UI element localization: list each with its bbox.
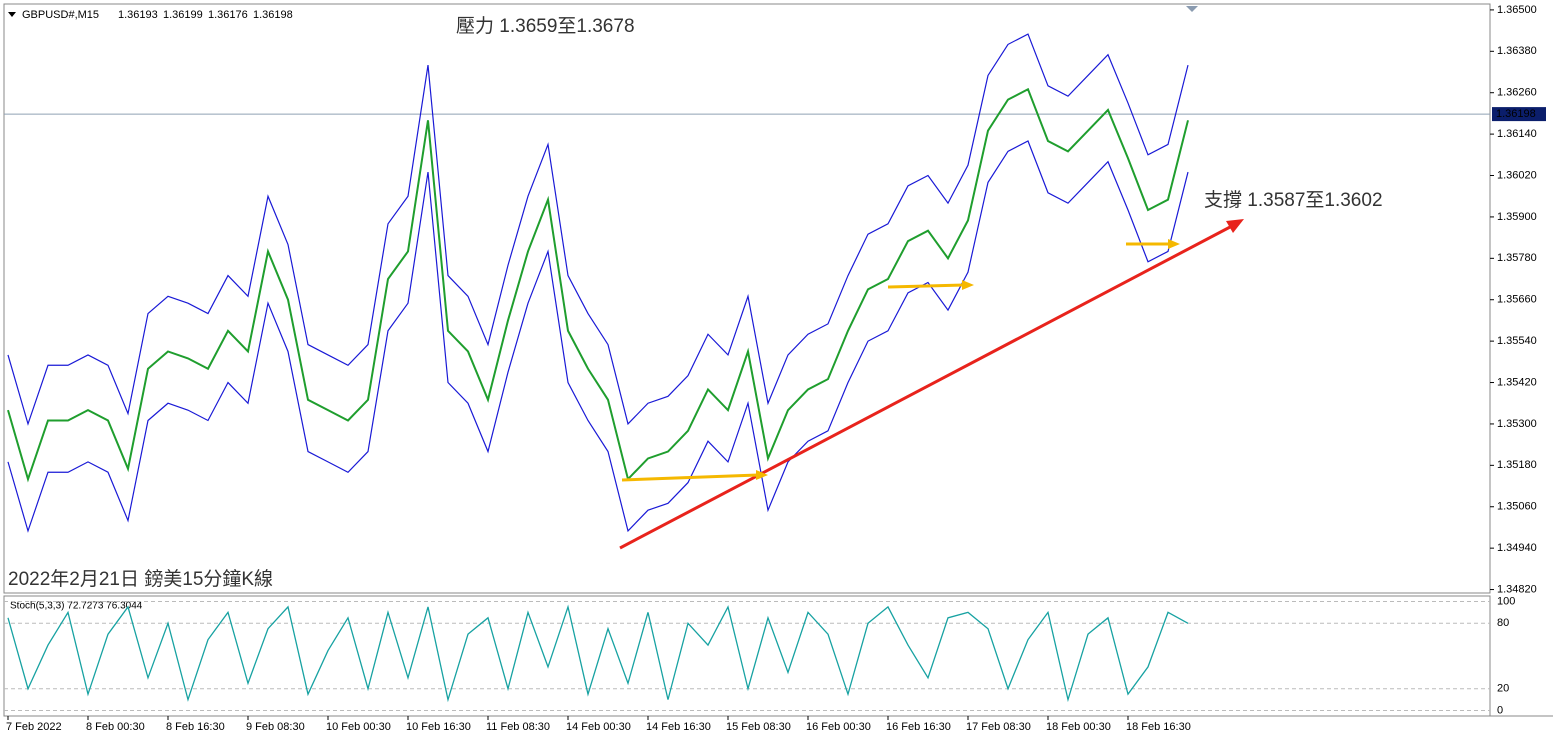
current-price-label: 1.36198 (1496, 108, 1536, 120)
x-tick-label: 15 Feb 08:30 (726, 721, 791, 733)
price-line (7, 87, 1189, 483)
close: 1.36198 (253, 9, 293, 21)
trend-line (619, 224, 1233, 550)
y-tick-label: 1.35060 (1497, 501, 1537, 513)
y-tick-label: 1.35660 (1497, 294, 1537, 306)
y-tick-label: 1.34820 (1497, 583, 1537, 595)
x-tick-label: 10 Feb 16:30 (406, 721, 471, 733)
y-tick-label: 1.35300 (1497, 418, 1537, 430)
y-tick-label: 1.34940 (1497, 542, 1537, 554)
x-tick-label: 9 Feb 08:30 (246, 721, 305, 733)
stoch-label: Stoch(5,3,3) 72.7273 76.3044 (10, 601, 143, 612)
x-tick-label: 14 Feb 00:30 (566, 721, 631, 733)
stoch-tick-label: 100 (1497, 595, 1515, 607)
low: 1.36176 (208, 9, 248, 21)
open: 1.36193 (118, 9, 158, 21)
x-tick-label: 14 Feb 16:30 (646, 721, 711, 733)
price-pane (3, 3, 1491, 594)
support-arrow-head (1168, 239, 1180, 249)
y-tick-label: 1.36020 (1497, 169, 1537, 181)
y-tick-label: 1.36140 (1497, 128, 1537, 140)
x-tick-label: 16 Feb 00:30 (806, 721, 871, 733)
support-arrow-head (962, 280, 974, 290)
y-tick-label: 1.35540 (1497, 335, 1537, 347)
x-tick-label: 10 Feb 00:30 (326, 721, 391, 733)
stoch-tick-label: 0 (1497, 704, 1503, 716)
y-tick-label: 1.35900 (1497, 211, 1537, 223)
band-line (7, 33, 1189, 426)
menu-arrow (8, 12, 16, 17)
band-line (7, 140, 1189, 533)
current-price-box (1492, 107, 1546, 122)
y-tick-label: 1.35420 (1497, 376, 1537, 388)
stoch-line (7, 604, 1189, 703)
support-arrow-head (756, 470, 768, 480)
shift-marker (1186, 6, 1198, 12)
symbol: GBPUSD#,M15 (22, 9, 99, 21)
high: 1.36199 (163, 9, 203, 21)
x-tick-label: 18 Feb 00:30 (1046, 721, 1111, 733)
x-tick-label: 7 Feb 2022 (6, 721, 62, 733)
stoch-tick-label: 20 (1497, 683, 1509, 695)
trend-arrow-head (1226, 219, 1244, 233)
support-note: 支撐 1.3587至1.3602 (1204, 189, 1383, 211)
x-tick-label: 8 Feb 00:30 (86, 721, 145, 733)
chart-caption: 2022年2月21日 鎊美15分鐘K線 (8, 568, 273, 590)
resistance-note: 壓力 1.3659至1.3678 (456, 15, 635, 37)
stoch-tick-label: 80 (1497, 617, 1509, 629)
y-tick-label: 1.36500 (1497, 4, 1537, 16)
x-tick-label: 17 Feb 08:30 (966, 721, 1031, 733)
x-tick-label: 11 Feb 08:30 (486, 721, 550, 733)
y-tick-label: 1.36380 (1497, 45, 1537, 57)
plot: 1.36500 1.36380 1.36260 1.36140 1.36020 1.359… (4, 4, 1546, 733)
x-tick-label: 18 Feb 16:30 (1126, 721, 1191, 733)
y-tick-label: 1.35780 (1497, 252, 1537, 264)
y-tick-label: 1.35180 (1497, 459, 1537, 471)
annotation-arrows (619, 219, 1244, 550)
x-tick-label: 8 Feb 16:30 (166, 721, 225, 733)
x-tick-label: 16 Feb 16:30 (886, 721, 951, 733)
y-tick-label: 1.36260 (1497, 87, 1537, 99)
support-arrow (621, 473, 759, 482)
support-arrow (887, 283, 965, 289)
